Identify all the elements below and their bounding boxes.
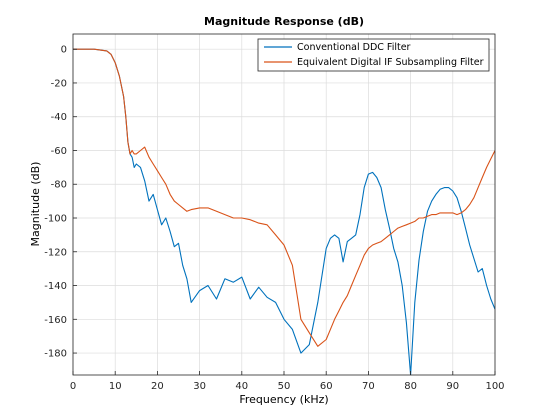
- x-tick-label: 50: [278, 381, 291, 392]
- y-tick-label: -180: [44, 349, 67, 360]
- y-tick-label: -160: [44, 315, 67, 326]
- y-tick-label: -120: [44, 247, 67, 258]
- series-line-1: [73, 48, 495, 375]
- legend: Conventional DDC Filter Equivalent Digit…: [257, 38, 490, 72]
- legend-label-series-2: Equivalent Digital IF Subsampling Filter: [297, 57, 484, 68]
- y-tick-label: -20: [51, 78, 67, 89]
- x-tick-label: 10: [109, 381, 122, 392]
- y-tick-label: -60: [51, 146, 67, 157]
- x-tick-label: 60: [320, 381, 333, 392]
- x-tick-label: 70: [362, 381, 375, 392]
- y-tick-label: -80: [51, 180, 67, 191]
- x-tick-label: 0: [70, 381, 76, 392]
- x-axis-label: Frequency (kHz): [239, 393, 328, 406]
- legend-box: [257, 38, 490, 72]
- x-tick-label: 80: [404, 381, 417, 392]
- y-tick-label: -100: [44, 214, 67, 225]
- plot-lines: [73, 48, 495, 375]
- x-tick-label: 100: [485, 381, 504, 392]
- y-axis-label: Magnitude (dB): [29, 162, 42, 247]
- x-tick-label: 20: [151, 381, 164, 392]
- legend-label-series-1: Conventional DDC Filter: [297, 42, 411, 53]
- y-tick-label: 0: [61, 45, 67, 56]
- series-line-2: [73, 48, 495, 347]
- x-tick-label: 30: [193, 381, 206, 392]
- y-tick-label: -140: [44, 281, 67, 292]
- chart-title: Magnitude Response (dB): [204, 15, 364, 28]
- x-tick-label: 90: [446, 381, 459, 392]
- y-tick-label: -40: [51, 112, 67, 123]
- axis-ticks: 0 10 20 30 40 50 60 70 80 90 100 0 -20 -40 -60 -80 -100 -…: [44, 45, 504, 392]
- x-tick-label: 40: [235, 381, 248, 392]
